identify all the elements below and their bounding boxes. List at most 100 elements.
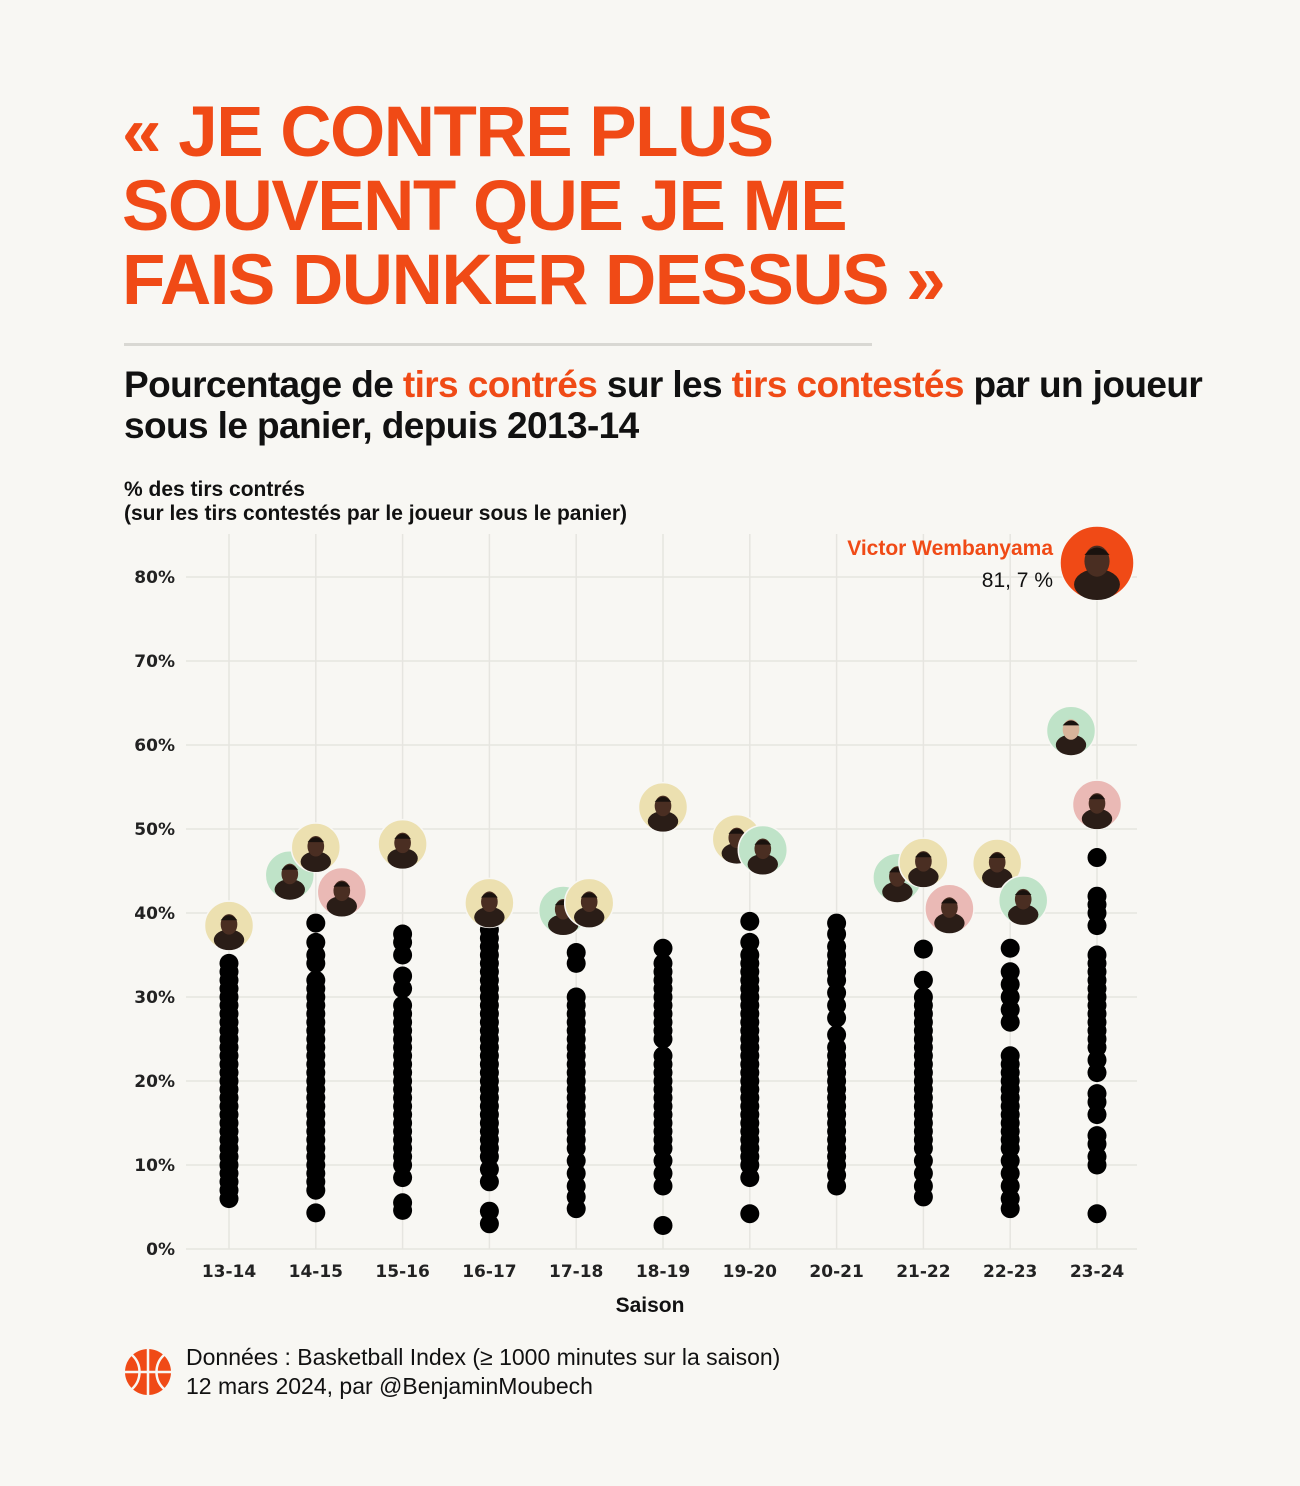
data-point: [1000, 962, 1020, 982]
player-avatar-hair: [915, 852, 932, 858]
player-avatar-shoulders: [1008, 904, 1039, 925]
data-point: [1087, 848, 1107, 868]
data-point: [306, 932, 326, 952]
y-tick-label: 50%: [134, 820, 175, 840]
x-tick-label: 15-16: [375, 1262, 429, 1282]
data-point: [566, 942, 586, 962]
player-avatar-shoulders: [934, 912, 965, 934]
data-point: [653, 953, 673, 973]
player-avatar-shoulders: [274, 879, 305, 900]
y-axis-title: % des tirs contrés (sur les tirs contest…: [124, 478, 627, 526]
data-point: [653, 1046, 673, 1066]
player-avatar-hair: [1014, 890, 1032, 896]
data-point: [1087, 1204, 1107, 1224]
player-avatar-shoulders: [1081, 808, 1113, 830]
player-avatar-hair: [281, 864, 299, 870]
player-avatar-shoulders: [908, 866, 939, 888]
y-tick-label: 10%: [134, 1156, 175, 1176]
x-tick-label: 14-15: [289, 1262, 343, 1282]
data-point: [479, 1201, 499, 1221]
y-axis-title-line1: % des tirs contrés: [124, 478, 305, 501]
data-point: [913, 987, 933, 1007]
y-axis-title-line2: (sur les tirs contestés par le joueur so…: [124, 502, 627, 525]
x-tick-label: 20-21: [809, 1262, 863, 1282]
data-point: [393, 1193, 413, 1213]
y-tick-label: 40%: [134, 904, 175, 924]
y-tick-label: 80%: [134, 568, 175, 588]
x-tick-label: 19-20: [723, 1262, 778, 1282]
x-tick-label: 17-18: [549, 1262, 603, 1282]
x-tick-label: 23-24: [1070, 1262, 1125, 1282]
data-point: [1087, 886, 1107, 906]
player-avatar-shoulders: [387, 848, 418, 869]
y-tick-label: 70%: [134, 652, 175, 672]
data-point: [740, 932, 760, 952]
data-point: [219, 953, 239, 973]
credit-line: 12 mars 2024, par @BenjaminMoubech: [186, 1373, 593, 1399]
player-avatar-shoulders: [982, 867, 1013, 888]
footer: Données : Basketball Index (≥ 1000 minut…: [124, 1343, 780, 1401]
data-point: [306, 913, 326, 933]
annotation-value: 81, 7 %: [982, 569, 1053, 592]
player-avatar-hair: [333, 881, 351, 887]
player-avatar-shoulders: [882, 881, 913, 903]
footer-text: Données : Basketball Index (≥ 1000 minut…: [186, 1343, 780, 1401]
basketball-icon: [125, 1349, 171, 1395]
data-point: [1000, 938, 1020, 958]
data-point: [653, 1215, 673, 1235]
player-avatar-hair: [1084, 547, 1110, 555]
player-avatar-shoulders: [326, 895, 357, 917]
player-avatar-hair: [580, 892, 598, 898]
headline-line: FAIS DUNKER DESSUS »: [122, 241, 946, 320]
player-avatar-hair: [1088, 794, 1106, 800]
x-tick-label: 22-23: [983, 1262, 1037, 1282]
subtitle-text: sur les: [597, 364, 732, 405]
player-avatar-shoulders: [213, 929, 245, 951]
data-point: [827, 913, 847, 933]
title-divider: [124, 343, 872, 346]
data-point: [653, 938, 673, 958]
data-point: [1087, 945, 1107, 965]
player-avatar-shoulders: [474, 906, 505, 928]
headline: « JE CONTRE PLUS SOUVENT QUE JE ME FAIS …: [122, 96, 1122, 318]
player-avatar-hair: [941, 898, 958, 904]
y-tick-label: 20%: [134, 1072, 175, 1092]
data-point: [913, 939, 933, 959]
x-tick-label: 13-14: [202, 1262, 257, 1282]
data-point: [1087, 1126, 1107, 1146]
player-avatar-shoulders: [647, 811, 679, 832]
subtitle-highlight-contested: tirs contestés: [731, 364, 965, 405]
data-point: [1087, 1084, 1107, 1104]
data-point: [306, 1203, 326, 1223]
player-avatar-hair: [754, 839, 772, 845]
player-avatar-hair: [1062, 720, 1080, 726]
player-avatar-shoulders: [1074, 568, 1120, 601]
player-avatar-hair: [988, 853, 1006, 859]
headline-line: « JE CONTRE PLUS: [122, 93, 774, 172]
player-avatar-shoulders: [747, 853, 778, 875]
data-point: [393, 924, 413, 944]
y-tick-label: 30%: [134, 988, 175, 1008]
player-avatar-shoulders: [300, 851, 331, 872]
player-avatar-shoulders: [574, 906, 605, 928]
data-point: [1000, 1046, 1020, 1066]
data-point: [306, 970, 326, 990]
player-avatar-hair: [220, 915, 238, 921]
y-tick-label: 0%: [146, 1240, 175, 1260]
player-avatar-hair: [481, 892, 498, 898]
data-point: [393, 966, 413, 986]
annotation-player-name: Victor Wembanyama: [847, 537, 1053, 560]
player-avatar-shoulders: [1055, 734, 1087, 756]
subtitle-highlight-blocked: tirs contrés: [402, 364, 598, 405]
data-source: Données : Basketball Index (≥ 1000 minut…: [186, 1344, 781, 1370]
data-point: [913, 970, 933, 990]
player-avatar-hair: [307, 837, 325, 843]
x-tick-label: 18-19: [636, 1262, 690, 1282]
data-point: [393, 995, 413, 1015]
y-tick-label: 60%: [134, 736, 175, 756]
chart-subtitle: Pourcentage de tirs contrés sur les tirs…: [124, 364, 1224, 446]
data-point: [740, 1204, 760, 1224]
subtitle-text: Pourcentage de: [124, 364, 403, 405]
x-tick-label: 21-22: [896, 1262, 950, 1282]
